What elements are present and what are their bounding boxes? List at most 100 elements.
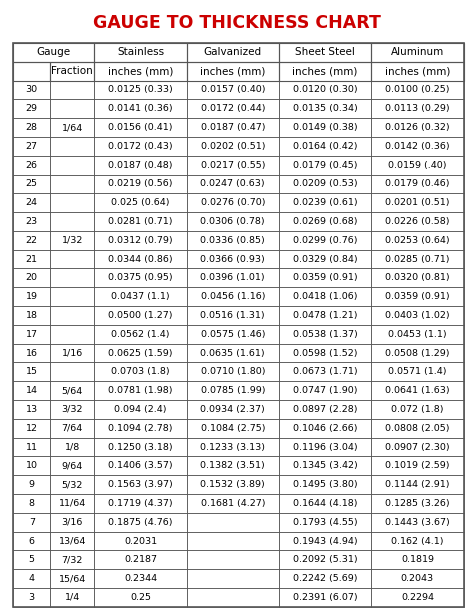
Text: 0.0500 (1.27): 0.0500 (1.27): [108, 311, 173, 320]
Bar: [94, 62, 187, 80]
Text: 0.0437 (1.1): 0.0437 (1.1): [111, 292, 170, 301]
Bar: [50, 118, 94, 137]
Text: 28: 28: [26, 123, 38, 132]
Text: 0.0179 (0.46): 0.0179 (0.46): [385, 180, 450, 188]
Bar: [94, 588, 187, 607]
Bar: [371, 569, 464, 588]
Bar: [187, 287, 279, 306]
Bar: [279, 175, 371, 193]
Text: 0.1382 (3.51): 0.1382 (3.51): [201, 462, 265, 470]
Bar: [94, 325, 187, 344]
Text: 0.0299 (0.76): 0.0299 (0.76): [293, 236, 357, 245]
Bar: [279, 212, 371, 231]
Bar: [279, 306, 371, 325]
Bar: [187, 400, 279, 419]
Text: 0.0219 (0.56): 0.0219 (0.56): [108, 180, 173, 188]
Bar: [279, 362, 371, 381]
Bar: [371, 381, 464, 400]
Bar: [371, 513, 464, 531]
Bar: [94, 137, 187, 156]
Text: 18: 18: [26, 311, 38, 320]
Text: 0.0113 (0.29): 0.0113 (0.29): [385, 104, 450, 113]
Bar: [371, 419, 464, 438]
Text: 0.0202 (0.51): 0.0202 (0.51): [201, 142, 265, 151]
Text: 23: 23: [26, 217, 38, 226]
Text: 0.0359 (0.91): 0.0359 (0.91): [385, 292, 450, 301]
Bar: [13, 193, 50, 212]
Bar: [279, 569, 371, 588]
Bar: [279, 43, 371, 62]
Text: 0.0201 (0.51): 0.0201 (0.51): [385, 198, 450, 207]
Text: 0.0281 (0.71): 0.0281 (0.71): [108, 217, 173, 226]
Text: 0.0747 (1.90): 0.0747 (1.90): [293, 386, 357, 395]
Bar: [371, 80, 464, 99]
Bar: [187, 99, 279, 118]
Bar: [13, 569, 50, 588]
Bar: [371, 344, 464, 362]
Bar: [187, 550, 279, 569]
Text: 0.0164 (0.42): 0.0164 (0.42): [293, 142, 357, 151]
Bar: [50, 325, 94, 344]
Bar: [371, 325, 464, 344]
Bar: [50, 531, 94, 550]
Bar: [187, 569, 279, 588]
Text: 0.0562 (1.4): 0.0562 (1.4): [111, 330, 170, 339]
Bar: [371, 249, 464, 268]
Text: 11: 11: [26, 443, 38, 452]
Bar: [13, 249, 50, 268]
Bar: [371, 137, 464, 156]
Text: 0.0375 (0.95): 0.0375 (0.95): [108, 273, 173, 283]
Text: Aluminum: Aluminum: [391, 47, 444, 57]
Text: 16: 16: [26, 349, 38, 357]
Bar: [13, 306, 50, 325]
Bar: [279, 438, 371, 457]
Bar: [94, 513, 187, 531]
Bar: [187, 43, 279, 62]
Text: 0.0141 (0.36): 0.0141 (0.36): [108, 104, 173, 113]
Bar: [13, 550, 50, 569]
Text: 1/16: 1/16: [62, 349, 83, 357]
Text: 0.0156 (0.41): 0.0156 (0.41): [108, 123, 173, 132]
Bar: [371, 212, 464, 231]
Text: inches (mm): inches (mm): [292, 66, 358, 76]
Text: 0.2031: 0.2031: [124, 536, 157, 546]
Text: 0.1563 (3.97): 0.1563 (3.97): [108, 480, 173, 489]
Text: 0.1196 (3.04): 0.1196 (3.04): [293, 443, 357, 452]
Text: 0.1681 (4.27): 0.1681 (4.27): [201, 499, 265, 508]
Text: 1/64: 1/64: [62, 123, 83, 132]
Text: 0.0126 (0.32): 0.0126 (0.32): [385, 123, 450, 132]
Text: 0.2043: 0.2043: [401, 574, 434, 583]
Text: 0.0120 (0.30): 0.0120 (0.30): [293, 85, 357, 94]
Text: 0.0276 (0.70): 0.0276 (0.70): [201, 198, 265, 207]
Bar: [13, 175, 50, 193]
Bar: [50, 231, 94, 249]
Bar: [94, 212, 187, 231]
Bar: [187, 118, 279, 137]
Bar: [94, 531, 187, 550]
Bar: [13, 287, 50, 306]
Text: 5/32: 5/32: [62, 480, 83, 489]
Bar: [50, 588, 94, 607]
Bar: [187, 513, 279, 531]
Text: 0.0478 (1.21): 0.0478 (1.21): [293, 311, 357, 320]
Bar: [187, 212, 279, 231]
Text: 0.0187 (0.47): 0.0187 (0.47): [201, 123, 265, 132]
Bar: [50, 513, 94, 531]
Bar: [13, 325, 50, 344]
Text: 0.0172 (0.44): 0.0172 (0.44): [201, 104, 265, 113]
Bar: [187, 494, 279, 513]
Bar: [371, 231, 464, 249]
Text: inches (mm): inches (mm): [385, 66, 450, 76]
Text: 0.0453 (1.1): 0.0453 (1.1): [388, 330, 447, 339]
Text: 0.1406 (3.57): 0.1406 (3.57): [108, 462, 173, 470]
Text: 29: 29: [26, 104, 38, 113]
Bar: [94, 569, 187, 588]
Bar: [13, 99, 50, 118]
Bar: [371, 43, 464, 62]
Text: 1/4: 1/4: [64, 593, 80, 602]
Bar: [50, 268, 94, 287]
Text: 0.1495 (3.80): 0.1495 (3.80): [293, 480, 357, 489]
Text: 0.0269 (0.68): 0.0269 (0.68): [293, 217, 357, 226]
Bar: [279, 419, 371, 438]
Text: 20: 20: [26, 273, 38, 283]
